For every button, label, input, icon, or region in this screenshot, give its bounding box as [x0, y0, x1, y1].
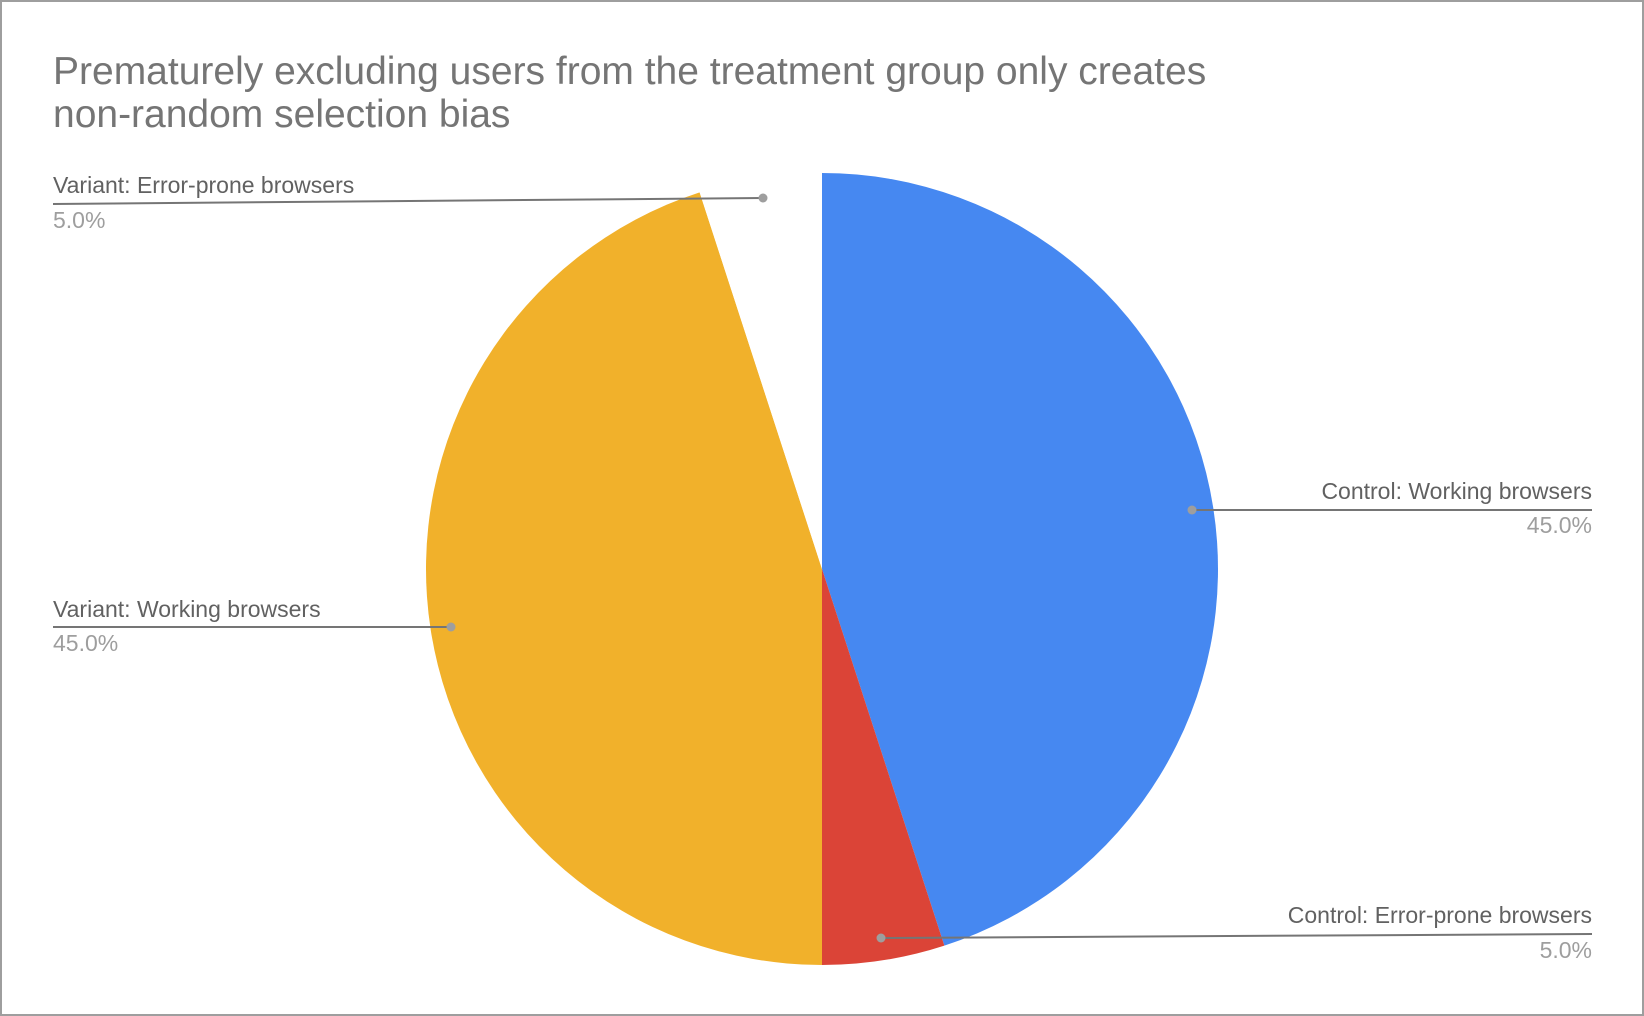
slice-variant-error-prone[interactable]: [699, 173, 822, 569]
leader-dot: [1187, 505, 1197, 515]
label-variant-working: Variant: Working browsers: [53, 596, 321, 622]
label-control-error-prone: Control: Error-prone browsers: [1287, 902, 1592, 928]
leader-variant-error-prone: [52, 197, 764, 205]
slice-variant-working[interactable]: [426, 192, 822, 966]
chart-title: Prematurely excluding users from the tre…: [53, 50, 1453, 136]
slice-control-working[interactable]: [822, 173, 1219, 946]
chart-title-line1: Prematurely excluding users from the tre…: [53, 50, 1207, 93]
leader-control-error-prone: [880, 933, 1593, 939]
label-control-working: Control: Working browsers: [1321, 478, 1592, 504]
chart-title-line2: non-random selection bias: [53, 93, 511, 136]
slice-control-error-prone[interactable]: [822, 569, 945, 965]
leader-dot: [446, 622, 456, 632]
value-variant-error-prone: 5.0%: [53, 207, 106, 233]
label-variant-error-prone: Variant: Error-prone browsers: [53, 172, 355, 198]
value-variant-working: 45.0%: [53, 630, 119, 656]
leader-dot: [876, 933, 886, 943]
leader-dot: [758, 193, 768, 203]
value-control-error-prone: 5.0%: [1539, 937, 1592, 963]
value-control-working: 45.0%: [1526, 512, 1592, 538]
